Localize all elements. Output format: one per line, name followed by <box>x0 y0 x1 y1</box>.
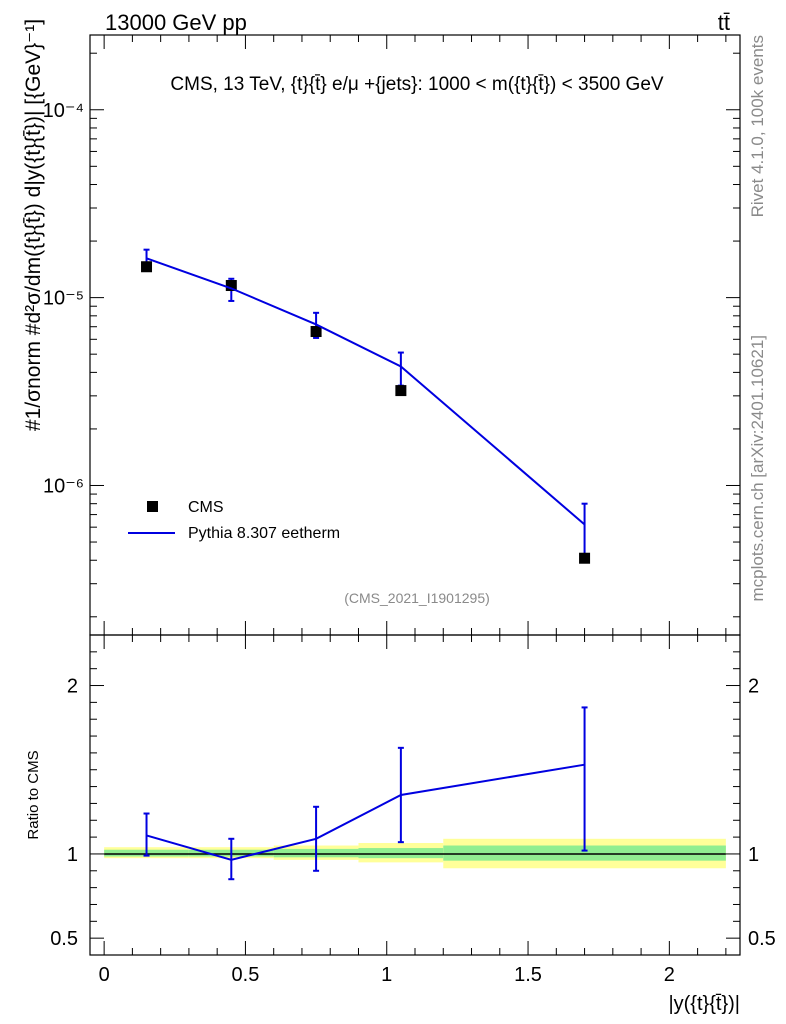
header-left: 13000 GeV pp <box>105 10 247 35</box>
main-y-ticks: 10⁻⁶ 10⁻⁵ 10⁻⁴ <box>43 52 740 618</box>
header-right: tt̄ <box>718 10 730 35</box>
ratio-uncertainty-bands <box>104 838 726 869</box>
ratio-y-tick-label-right: 0.5 <box>748 928 776 950</box>
x-tick-label: 2 <box>664 964 675 986</box>
cms-data-point <box>395 385 407 397</box>
main-panel: 10⁻⁶ 10⁻⁵ 10⁻⁴ CMS, 13 TeV, {t}{t̄} e/μ +{… <box>43 34 741 636</box>
ratio-y-axis-label: Ratio to CMS <box>25 750 42 839</box>
mcplots-label: mcplots.cern.ch [arXiv:2401.10621] <box>748 335 767 601</box>
chart-title: CMS, 13 TeV, {t}{t̄} e/μ +{jets}: 1000 <… <box>170 74 663 95</box>
ratio-panel: 0.5 0.5 1 1 2 2 0 0.5 1 1.5 2 <box>50 634 776 986</box>
legend: CMS Pythia 8.307 eetherm <box>128 499 340 542</box>
legend-cms-label: CMS <box>188 499 224 516</box>
cms-data-point <box>579 552 591 564</box>
main-y-tick-label: 10⁻⁴ <box>43 100 84 122</box>
x-tick-label: 0 <box>99 964 110 986</box>
cms-data-point <box>225 280 237 292</box>
ratio-series <box>143 706 588 881</box>
legend-pythia-label: Pythia 8.307 eetherm <box>188 525 340 542</box>
main-y-tick-label: 10⁻⁶ <box>43 475 84 497</box>
ratio-y-tick-label-left: 2 <box>67 676 78 698</box>
ratio-inner-band <box>443 845 726 861</box>
pythia-line <box>146 257 586 526</box>
x-axis-label: |y({t}{t̄})| <box>668 993 740 1015</box>
main-y-tick-label: 10⁻⁵ <box>43 288 84 310</box>
x-tick-label: 1 <box>381 964 392 986</box>
x-tick-label: 0.5 <box>232 964 260 986</box>
ratio-y-tick-label-right: 2 <box>748 676 759 698</box>
main-x-ticks <box>103 35 727 635</box>
ratio-x-ticks: 0 0.5 1 1.5 2 <box>99 635 727 986</box>
cms-data-point <box>141 261 153 273</box>
ratio-y-tick-label-right: 1 <box>748 844 759 866</box>
cms-data-point <box>310 326 322 338</box>
x-tick-label: 1.5 <box>514 964 542 986</box>
analysis-watermark: (CMS_2021_I1901295) <box>344 590 490 606</box>
main-frame <box>89 34 741 636</box>
ratio-y-tick-label-left: 1 <box>67 844 78 866</box>
ratio-frame <box>89 634 741 956</box>
main-series <box>141 248 591 564</box>
ratio-pythia-line <box>146 763 585 861</box>
ratio-y-ticks: 0.5 0.5 1 1 2 2 <box>50 634 776 950</box>
rivet-version-label: Rivet 4.1.0, 100k events <box>748 35 767 217</box>
legend-cms-marker <box>147 501 158 512</box>
main-y-axis-label: #1/σnorm #d²σ/dm({t}{t̄}) d|y({t}{t̄})| … <box>22 19 45 431</box>
ratio-inner-band <box>358 848 444 859</box>
ratio-y-tick-label-left: 0.5 <box>50 928 78 950</box>
